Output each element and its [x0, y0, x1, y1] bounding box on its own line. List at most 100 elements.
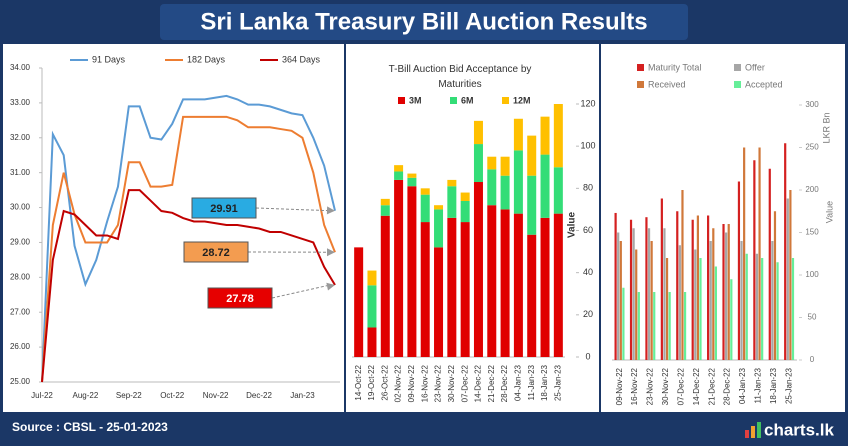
legend-swatch: [637, 81, 644, 88]
x-tick-label: 18-Jan-23: [540, 364, 549, 401]
bar-segment: [420, 188, 430, 195]
y-tick-label: 0: [585, 351, 590, 361]
x-tick-label: 23-Nov-22: [434, 364, 443, 402]
logo-icon: [745, 422, 761, 438]
annotation-box: [207, 287, 273, 309]
y-tick-label: 29.00: [10, 238, 31, 247]
bar-segment: [460, 222, 470, 357]
x-tick-label: 02-Nov-22: [394, 364, 403, 402]
bar: [665, 258, 669, 360]
bar-segment: [500, 175, 510, 210]
legend-label: Received: [648, 79, 686, 89]
annotation: 29.91: [210, 203, 238, 215]
x-tick-label: 09-Nov-22: [407, 364, 416, 402]
bar-segment: [540, 154, 550, 218]
bar: [676, 211, 679, 360]
y-tick-label: 60: [583, 225, 593, 235]
bar-segment: [434, 205, 444, 210]
y-tick-label: 80: [583, 183, 593, 193]
y-tick-label: 28.00: [10, 272, 31, 281]
legend-label: Offer: [745, 62, 765, 72]
y-tick-label: 30.00: [10, 203, 31, 212]
bar: [683, 292, 687, 360]
x-tick-label: 09-Nov-22: [615, 367, 624, 405]
y-axis-label: Value: [567, 212, 578, 239]
y-tick-label: 100: [805, 270, 819, 279]
y-tick-label: 250: [805, 143, 819, 152]
x-tick-label: 23-Nov-22: [646, 367, 655, 405]
legend-label: 6M: [461, 95, 474, 105]
bar-segment: [367, 285, 377, 328]
legend-swatch: [398, 97, 405, 104]
x-tick-label: Oct-22: [160, 391, 185, 400]
bar: [694, 249, 697, 360]
bar-segment: [434, 247, 444, 357]
bar: [619, 241, 622, 360]
bar-segment: [420, 222, 430, 357]
bar-segment: [500, 156, 510, 176]
bar-segment: [487, 205, 497, 357]
bar: [699, 258, 702, 360]
bar: [645, 217, 648, 360]
logo: charts.lk: [764, 420, 834, 439]
y-axis-label: Value: [824, 201, 834, 223]
x-tick-label: Sep-22: [116, 391, 142, 400]
legend-swatch: [734, 81, 741, 88]
bar: [678, 245, 681, 360]
x-tick-label: 04-Jan-23: [514, 364, 523, 401]
x-tick-label: 19-Oct-22: [367, 364, 376, 400]
bar-segment: [513, 213, 523, 357]
bar-segment: [473, 144, 483, 183]
x-tick-label: 28-Dec-22: [723, 367, 732, 405]
bar-segment: [473, 182, 483, 357]
bar-segment: [473, 120, 483, 145]
bar: [730, 279, 733, 360]
annotation: 27.78: [226, 293, 254, 305]
bar-segment: [420, 194, 430, 223]
bar-segment: [553, 167, 563, 214]
bar: [743, 147, 746, 360]
x-tick-label: 11-Jan-23: [754, 367, 763, 403]
bar: [707, 215, 710, 360]
bar: [617, 232, 620, 360]
x-tick-label: 14-Dec-22: [474, 364, 483, 402]
y-tick-label: 33.00: [10, 98, 31, 107]
x-tick-label: 14-Dec-22: [692, 367, 701, 405]
bar-segment: [513, 118, 523, 151]
bar-segment: [487, 169, 497, 206]
legend-swatch: [502, 97, 509, 104]
x-tick-label: Jul-22: [31, 391, 53, 400]
arrow-head: [326, 206, 335, 215]
bar: [786, 198, 789, 360]
annotation: 28.72: [202, 247, 230, 259]
bar: [681, 190, 684, 360]
bar: [712, 228, 715, 360]
legend-swatch: [450, 97, 457, 104]
line: [41, 189, 336, 383]
bar: [771, 241, 774, 360]
bar-segment: [367, 327, 377, 357]
bar-segment: [460, 192, 470, 201]
y-tick-label: 50: [808, 313, 817, 322]
x-tick-label: Jan-23: [290, 391, 315, 400]
arrow-head: [326, 282, 336, 291]
annotation-box: [183, 241, 249, 263]
bar: [647, 228, 651, 360]
bar-segment: [460, 200, 470, 223]
x-tick-label: 14-Oct-22: [354, 364, 363, 400]
legend-label: 91 Days: [92, 54, 126, 64]
x-tick-label: 18-Jan-23: [769, 367, 778, 404]
bar: [740, 241, 743, 360]
x-tick-label: Aug-22: [73, 391, 99, 400]
x-tick-label: 25-Jan-23: [553, 364, 562, 401]
bar-segment: [553, 213, 563, 357]
legend-swatch: [637, 64, 644, 71]
bar-segment: [487, 156, 497, 170]
bar-segment: [380, 205, 390, 216]
legend-label: Accepted: [745, 79, 783, 89]
bar-segment: [407, 177, 417, 187]
annotation-arrow: [255, 207, 331, 212]
title-banner: [160, 4, 688, 40]
bar: [653, 292, 656, 360]
bar-segment: [527, 135, 537, 176]
